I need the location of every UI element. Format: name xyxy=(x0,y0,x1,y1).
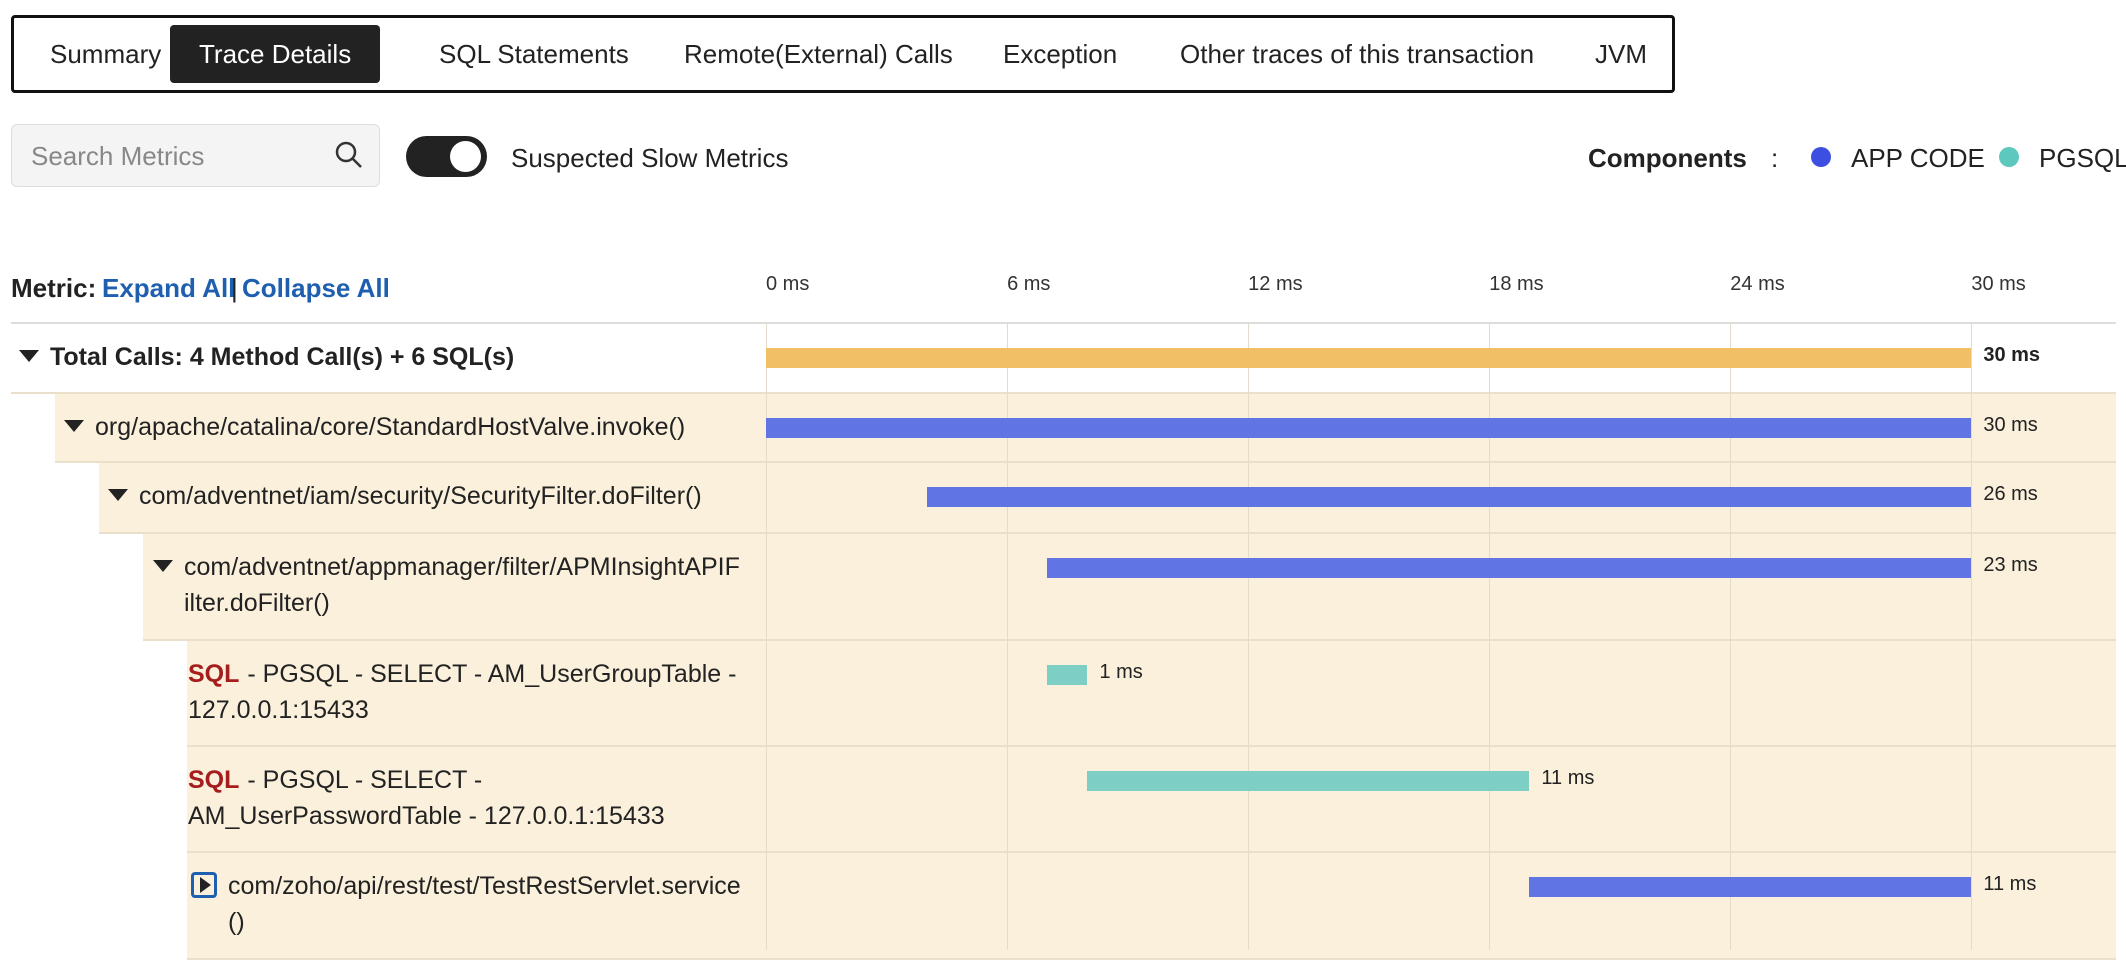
metric-text: com/adventnet/appmanager/filter/APMInsig… xyxy=(184,553,740,617)
tab[interactable]: Remote(External) Calls xyxy=(684,39,953,69)
metric-row: SQL - PGSQL - SELECT - AM_UserPasswordTab… xyxy=(187,747,2116,853)
collapse-arrow[interactable] xyxy=(19,350,39,362)
tab-bar: Summary Trace Details SQL Statements Remote… xyxy=(11,15,1675,93)
duration-label: 1 ms xyxy=(1099,661,1143,683)
tick-label: 18 ms xyxy=(1489,273,1544,295)
grid-line xyxy=(1730,324,1732,950)
duration-bar xyxy=(1529,877,1972,897)
metric-text: com/zoho/api/rest/test/TestRestServlet.s… xyxy=(228,872,741,936)
duration-label: 23 ms xyxy=(1983,554,2038,576)
metric-text: - PGSQL - SELECT - AM_UserGroupTable - 1… xyxy=(188,660,737,724)
tab[interactable]: JVM xyxy=(1595,39,1647,69)
duration-bar xyxy=(766,418,1972,438)
search-box[interactable]: Search Metrics xyxy=(11,124,380,187)
duration-label: 26 ms xyxy=(1983,483,2038,505)
metric-label: com/zoho/api/rest/test/TestRestServlet.s… xyxy=(228,868,745,940)
duration-label: 11 ms xyxy=(1541,767,1595,789)
tick-label: 30 ms xyxy=(1971,273,2026,295)
metric-label: org/apache/catalina/core/StandardHostVal… xyxy=(95,409,745,445)
tab[interactable]: SQL Statements xyxy=(439,39,629,69)
search-placeholder: Search Metrics xyxy=(31,141,205,171)
toggle-knob xyxy=(450,141,481,172)
metric-label: SQL - PGSQL - SELECT - AM_UserPasswordTab… xyxy=(188,762,745,834)
duration-bar xyxy=(1047,558,1972,578)
duration-bar xyxy=(766,348,1972,368)
toggle[interactable] xyxy=(406,136,487,177)
tick-label: 12 ms xyxy=(1248,273,1303,295)
tick-label: 6 ms xyxy=(1007,273,1051,295)
sql-tag: SQL xyxy=(188,660,240,688)
expand-arrow xyxy=(200,877,211,893)
metric-text: org/apache/catalina/core/StandardHostVal… xyxy=(95,413,686,441)
metric-text: com/adventnet/iam/security/SecurityFilte… xyxy=(139,482,702,510)
metric-label: com/adventnet/iam/security/SecurityFilte… xyxy=(139,478,745,514)
tab[interactable]: Trace Details xyxy=(170,25,381,83)
grid-line xyxy=(1489,324,1491,950)
metric-row: com/zoho/api/rest/test/TestRestServlet.s… xyxy=(187,853,2116,960)
sql-tag: SQL xyxy=(188,766,240,794)
collapse-arrow[interactable] xyxy=(64,420,84,432)
divider: | xyxy=(231,273,238,303)
legend-dot xyxy=(1999,147,2019,167)
metric-text: - PGSQL - SELECT - AM_UserPasswordTable … xyxy=(188,766,665,830)
duration-bar xyxy=(926,487,1972,507)
tick-label: 0 ms xyxy=(766,273,810,295)
expand-button[interactable] xyxy=(191,872,217,898)
duration-bar xyxy=(1047,665,1088,685)
components-separator: : xyxy=(1771,143,1779,173)
expand-all[interactable]: Expand All xyxy=(102,273,236,303)
legend-label: APP CODE xyxy=(1851,143,1985,173)
legend-label: PGSQL xyxy=(2039,143,2126,173)
metric-label: com/adventnet/appmanager/filter/APMInsig… xyxy=(184,549,745,621)
toggle-label: Suspected Slow Metrics xyxy=(511,143,789,173)
duration-label: 30 ms xyxy=(1983,344,2041,366)
collapse-arrow[interactable] xyxy=(108,489,128,501)
duration-bar xyxy=(1087,771,1530,791)
tab[interactable]: Exception xyxy=(1003,39,1118,69)
collapse-all[interactable]: Collapse All xyxy=(242,273,390,303)
metric-label: SQL - PGSQL - SELECT - AM_UserGroupTable … xyxy=(188,656,745,728)
tick-label: 24 ms xyxy=(1730,273,1785,295)
grid-line xyxy=(766,324,767,950)
duration-label: 30 ms xyxy=(1983,414,2038,436)
metric-text: Total Calls: 4 Method Call(s) + 6 SQL(s) xyxy=(50,343,515,371)
metric-label: Total Calls: 4 Method Call(s) + 6 SQL(s) xyxy=(50,339,745,375)
header-line xyxy=(11,322,2116,324)
search-icon[interactable] xyxy=(334,140,364,170)
metric-row: SQL - PGSQL - SELECT - AM_UserGroupTable … xyxy=(187,641,2116,747)
metric-label: Metric: xyxy=(11,273,97,303)
grid-line xyxy=(1248,324,1250,950)
grid-line xyxy=(1971,324,1973,950)
tab[interactable]: Summary xyxy=(50,39,162,69)
tab[interactable]: Other traces of this transaction xyxy=(1180,39,1535,69)
components-title: Components xyxy=(1588,143,1747,173)
metric-row: com/adventnet/appmanager/filter/APMInsig… xyxy=(143,534,2116,641)
legend-dot xyxy=(1811,147,1831,167)
grid-line xyxy=(1007,324,1009,950)
collapse-arrow[interactable] xyxy=(153,560,173,572)
duration-label: 11 ms xyxy=(1983,873,2037,895)
